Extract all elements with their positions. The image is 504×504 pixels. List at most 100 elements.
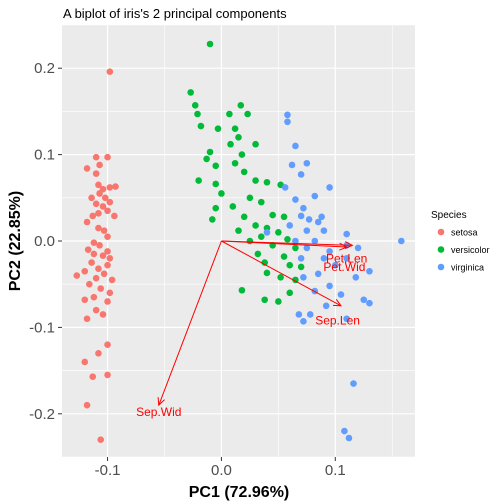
point-versicolor: [194, 110, 201, 118]
point-setosa: [108, 276, 116, 284]
point-setosa: [96, 242, 103, 249]
point-setosa: [89, 373, 97, 380]
point-versicolor: [206, 148, 214, 156]
point-setosa: [89, 212, 97, 220]
point-setosa: [99, 311, 107, 318]
point-virginica: [297, 171, 305, 178]
point-setosa: [83, 165, 91, 172]
point-virginica: [343, 315, 350, 323]
point-setosa: [100, 227, 108, 234]
point-setosa: [88, 194, 95, 202]
point-setosa: [96, 161, 103, 169]
point-setosa: [81, 296, 89, 304]
point-versicolor: [244, 110, 251, 118]
arrow-sep-wid: [158, 240, 222, 406]
point-setosa: [100, 270, 108, 278]
point-setosa: [73, 272, 81, 279]
point-virginica: [300, 204, 307, 212]
point-virginica: [326, 282, 333, 290]
point-virginica: [350, 380, 357, 387]
point-setosa: [96, 190, 103, 197]
point-virginica: [284, 111, 291, 119]
point-setosa: [104, 248, 111, 255]
arrowhead-sep-wid: [157, 397, 165, 407]
legend-label-setosa: setosa: [451, 228, 478, 238]
point-setosa: [99, 252, 107, 259]
arrowhead-pet-wid: [339, 242, 348, 251]
point-virginica: [286, 222, 294, 229]
point-setosa: [95, 210, 102, 217]
legend-key-setosa: [437, 228, 445, 236]
point-versicolor: [229, 203, 237, 210]
point-setosa: [83, 218, 91, 226]
point-setosa: [95, 181, 102, 189]
point-versicolor: [237, 102, 245, 109]
x-tick-label: 0.0: [211, 462, 232, 479]
point-versicolor: [246, 237, 254, 245]
y-axis-ticks: -0.2 -0.1 0.0 0.1 0.2: [29, 60, 62, 423]
point-virginica: [297, 212, 305, 220]
point-setosa: [95, 265, 102, 272]
point-virginica: [303, 227, 311, 234]
point-versicolor: [263, 269, 271, 277]
legend-label-virginica: virginica: [451, 263, 484, 273]
point-setosa: [88, 259, 95, 266]
point-virginica: [292, 196, 299, 203]
point-versicolor: [240, 213, 248, 221]
point-setosa: [106, 289, 114, 297]
point-virginica: [320, 254, 328, 262]
point-versicolor: [238, 151, 246, 158]
point-virginica: [366, 267, 373, 275]
point-versicolor: [206, 40, 214, 48]
x-tick-label: -0.1: [95, 462, 121, 479]
point-setosa: [104, 233, 111, 240]
point-setosa: [112, 183, 119, 190]
point-virginica: [341, 427, 348, 435]
point-setosa: [97, 285, 105, 292]
legend-key-virginica: [437, 263, 445, 271]
x-axis-ticks: -0.1 0.0 0.1: [95, 457, 346, 479]
point-setosa: [95, 350, 102, 357]
point-setosa: [83, 401, 91, 409]
point-virginica: [305, 216, 313, 223]
point-versicolor: [252, 222, 259, 229]
point-versicolor: [212, 204, 220, 212]
arrowhead-sep-len: [332, 299, 342, 307]
arrow-label-pet-len: Pet.Len: [326, 251, 367, 265]
point-virginica: [295, 311, 303, 318]
point-versicolor: [227, 140, 234, 148]
x-axis-title: PC1 (72.96%): [189, 484, 290, 501]
point-versicolor: [212, 180, 220, 188]
y-tick-label: -0.1: [29, 319, 55, 336]
y-axis-title: PC2 (22.85%): [7, 191, 24, 292]
point-versicolor: [286, 289, 294, 297]
point-virginica: [311, 237, 319, 245]
point-versicolor: [297, 263, 305, 271]
arrowhead-pet-len: [344, 241, 354, 250]
point-virginica: [345, 434, 353, 442]
point-virginica: [284, 118, 291, 126]
point-versicolor: [203, 155, 210, 163]
point-setosa: [104, 261, 111, 269]
y-tick-label: -0.2: [29, 406, 55, 423]
point-virginica: [322, 302, 330, 310]
point-virginica: [311, 192, 319, 200]
legend: Species setosa versicolor virginica: [431, 210, 490, 273]
point-versicolor: [195, 177, 202, 184]
point-virginica: [318, 213, 325, 221]
y-tick-label: 0.0: [34, 233, 55, 250]
point-versicolor: [280, 253, 288, 260]
arrow-label-pet-wid: Pet.Wid: [323, 260, 365, 274]
point-virginica: [288, 161, 296, 169]
point-virginica: [360, 296, 368, 304]
y-tick-label: 0.2: [34, 60, 55, 77]
point-setosa: [99, 203, 107, 210]
point-virginica: [326, 248, 333, 255]
point-setosa: [106, 68, 114, 75]
arrow-label-sep-len: Sep.Len: [315, 313, 360, 327]
point-virginica: [343, 230, 350, 238]
point-versicolor: [231, 159, 239, 167]
point-setosa: [104, 371, 111, 379]
